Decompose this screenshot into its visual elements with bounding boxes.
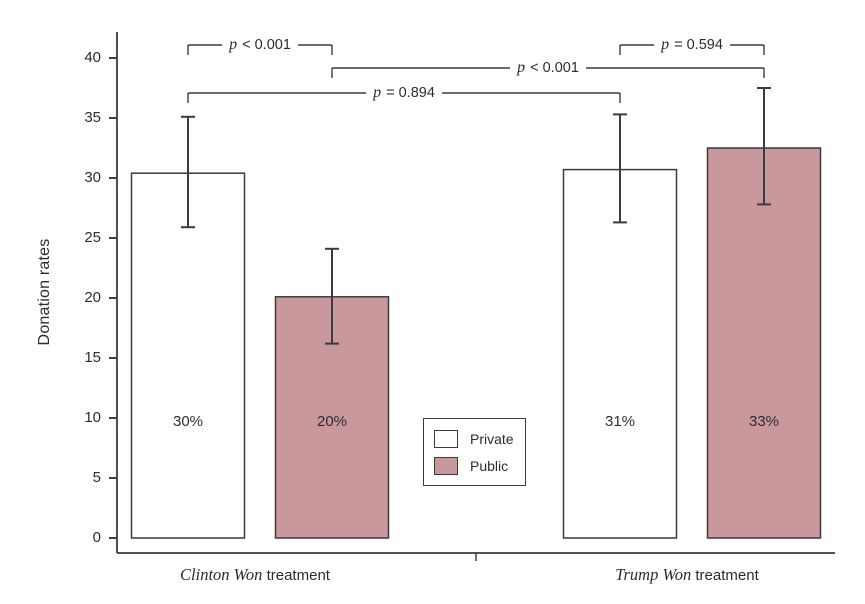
- y-tick-label: 30: [84, 169, 101, 186]
- bar-public-trump: [706, 147, 822, 539]
- p-italic-symbol: p: [517, 59, 526, 76]
- p-value-label: p = 0.894: [366, 84, 442, 102]
- legend: Private Public: [423, 418, 526, 486]
- x-group-label-clinton-rest: treatment: [262, 567, 330, 584]
- y-tick-label: 5: [92, 469, 101, 486]
- y-tick-label: 20: [84, 289, 101, 306]
- y-tick-label: 15: [84, 349, 101, 366]
- bar-value-label: 33%: [748, 413, 780, 430]
- legend-label-public: Public: [470, 457, 509, 474]
- y-tick-label: 10: [84, 409, 101, 426]
- y-axis-title: Donation rates: [36, 238, 53, 346]
- legend-label-private: Private: [470, 430, 514, 447]
- legend-swatch-private: [434, 429, 458, 448]
- x-group-label-trump: Trump Won treatment: [615, 565, 759, 585]
- p-italic-symbol: p: [229, 36, 238, 53]
- p-italic-symbol: p: [373, 84, 382, 101]
- y-tick-label: 25: [84, 229, 101, 246]
- bar-private-trump: [562, 168, 678, 539]
- p-value-label: p < 0.001: [510, 59, 586, 77]
- bar-private-clinton: [130, 172, 246, 539]
- x-group-label-trump-rest: treatment: [691, 567, 759, 584]
- y-tick-label: 35: [84, 109, 101, 126]
- x-group-label-trump-italic: Trump Won: [615, 565, 692, 584]
- legend-item-private: Private: [434, 429, 525, 448]
- x-group-label-clinton-italic: Clinton Won: [180, 565, 263, 584]
- p-value-label: p = 0.594: [654, 36, 730, 54]
- p-value-label: p < 0.001: [222, 36, 298, 54]
- bar-value-label: 31%: [604, 413, 636, 430]
- bar-value-label: 20%: [316, 413, 348, 430]
- legend-swatch-public: [434, 456, 458, 475]
- y-tick-label: 40: [84, 49, 101, 66]
- y-tick-label: 0: [92, 529, 101, 546]
- bar-value-label: 30%: [172, 413, 204, 430]
- x-group-label-clinton: Clinton Won treatment: [180, 565, 330, 585]
- legend-item-public: Public: [434, 456, 525, 475]
- p-italic-symbol: p: [661, 36, 670, 53]
